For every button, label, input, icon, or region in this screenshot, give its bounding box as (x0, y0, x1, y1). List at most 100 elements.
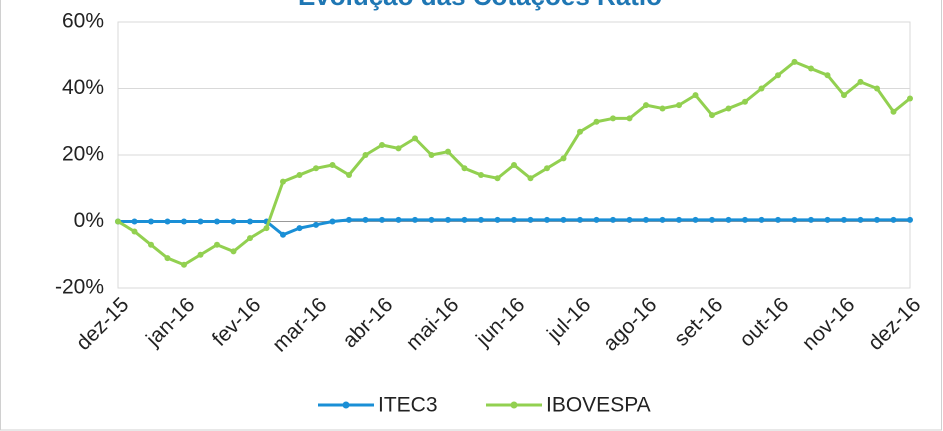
data-point (395, 216, 402, 223)
data-point (544, 165, 550, 172)
data-point (742, 216, 748, 223)
x-tick-label: mai-16 (402, 293, 464, 355)
data-point (907, 216, 913, 223)
data-point (874, 216, 880, 223)
x-tick-label: nov-16 (798, 293, 860, 355)
data-point (560, 155, 567, 162)
data-point (890, 108, 897, 115)
data-point (659, 216, 666, 223)
data-point (379, 142, 385, 149)
data-point (709, 216, 715, 223)
y-tick-label: 0% (74, 209, 104, 232)
x-tick-label: jul-16 (542, 293, 595, 346)
data-point (445, 216, 451, 223)
data-point (857, 216, 864, 223)
data-point (907, 95, 913, 102)
data-point (577, 128, 583, 135)
legend-marker (510, 401, 518, 409)
y-tick-label: -20% (55, 276, 104, 299)
data-point (346, 171, 352, 178)
data-point (329, 218, 336, 225)
data-point (461, 165, 468, 172)
data-point (659, 105, 666, 112)
data-point (775, 216, 781, 223)
data-point (181, 261, 187, 268)
data-point (478, 216, 484, 223)
data-point (841, 92, 847, 99)
x-tick-label: mar-16 (268, 293, 331, 356)
data-point (626, 216, 633, 223)
data-point (214, 241, 220, 248)
data-point (263, 225, 270, 232)
data-point (808, 216, 814, 223)
data-point (511, 161, 517, 168)
data-point (692, 92, 699, 99)
data-point (857, 78, 864, 85)
legend-label: IBOVESPA (546, 394, 651, 417)
data-point (428, 152, 435, 158)
data-point (296, 225, 303, 232)
data-point (676, 216, 682, 223)
data-point (725, 216, 732, 223)
data-point (197, 218, 204, 225)
data-point (412, 216, 418, 223)
data-point (676, 102, 682, 109)
data-point (841, 216, 847, 223)
chart-title: Evolução das Cotações Ratio (298, 0, 662, 11)
data-point (230, 218, 237, 225)
data-point (560, 216, 567, 223)
data-point (214, 218, 220, 225)
data-point (643, 216, 649, 223)
data-point (610, 115, 616, 122)
data-point (874, 85, 880, 92)
data-point (148, 218, 154, 225)
data-point (692, 216, 699, 223)
data-point (280, 231, 286, 238)
x-tick-label: ago-16 (599, 293, 662, 356)
data-point (709, 112, 715, 119)
data-point (626, 115, 633, 122)
data-point (478, 171, 484, 178)
data-point (890, 216, 897, 223)
data-point (544, 216, 550, 223)
data-point (280, 178, 286, 185)
data-point (362, 152, 369, 158)
data-point (164, 255, 171, 262)
x-tick-label: jan-16 (141, 293, 199, 351)
data-point (131, 228, 138, 235)
data-point (164, 218, 171, 225)
data-point (181, 218, 187, 225)
data-point (395, 145, 402, 152)
data-point (313, 165, 319, 172)
x-tick-label: dez-15 (72, 293, 134, 355)
data-point (593, 216, 600, 223)
data-point (824, 72, 831, 79)
data-point (247, 218, 253, 225)
y-tick-label: 60% (62, 10, 104, 33)
x-tick-label: dez-16 (864, 293, 926, 355)
data-point (148, 241, 154, 248)
data-point (742, 98, 748, 105)
data-point (725, 105, 732, 112)
data-point (610, 216, 616, 223)
data-point (511, 216, 517, 223)
data-point (494, 175, 501, 182)
data-point (527, 216, 534, 223)
x-tick-label: abr-16 (338, 293, 397, 352)
data-point (775, 72, 781, 79)
data-point (362, 216, 369, 223)
data-point (230, 248, 237, 255)
data-point (115, 218, 121, 225)
y-tick-label: 20% (62, 143, 104, 166)
y-tick-label: 40% (62, 76, 104, 99)
legend-marker (342, 401, 350, 409)
data-point (494, 216, 501, 223)
x-tick-label: fev-16 (208, 293, 266, 351)
data-point (313, 221, 319, 228)
data-point (593, 118, 600, 125)
data-point (428, 216, 435, 223)
data-point (808, 65, 814, 72)
data-point (758, 85, 765, 92)
